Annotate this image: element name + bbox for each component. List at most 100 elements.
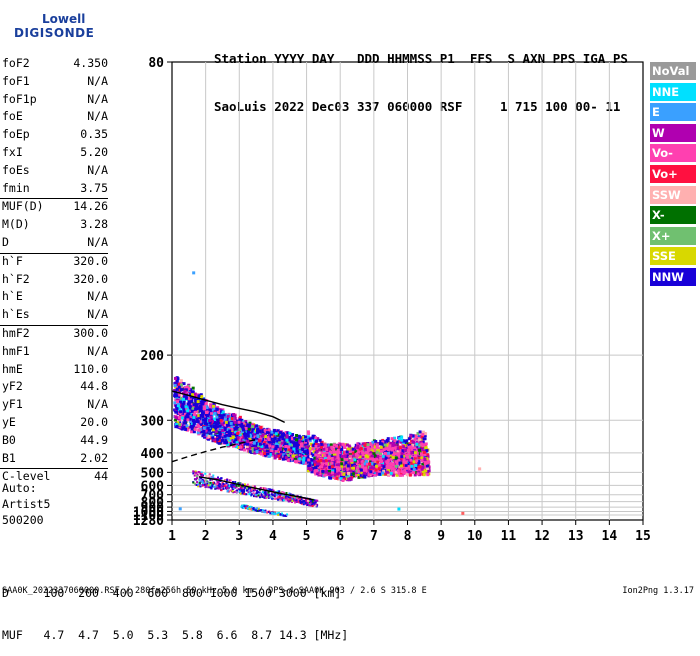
echo-point	[205, 486, 207, 488]
x-tick-label: 12	[534, 529, 550, 544]
echo-point	[304, 446, 307, 449]
echo-point	[352, 448, 355, 451]
echo-point	[211, 485, 213, 487]
echo-point	[391, 437, 394, 440]
echo-point	[264, 435, 267, 438]
echo-point	[175, 425, 178, 428]
echo-point	[255, 424, 258, 427]
echo-point	[236, 490, 238, 492]
echo-point	[257, 435, 260, 438]
echo-point	[193, 413, 196, 416]
echo-point	[210, 425, 213, 428]
echo-point	[253, 492, 255, 494]
echo-point	[255, 494, 257, 496]
echo-point	[197, 429, 200, 432]
echo-point	[226, 487, 228, 489]
echo-point	[194, 393, 197, 396]
echo-point	[217, 481, 219, 483]
echo-point	[222, 411, 225, 414]
echo-point	[254, 485, 256, 487]
echo-point	[227, 490, 229, 492]
echo-point	[185, 424, 188, 427]
echo-point	[374, 440, 377, 443]
echo-point	[225, 441, 228, 444]
echo-point	[174, 384, 177, 387]
echo-point	[215, 430, 218, 433]
echo-point	[246, 505, 248, 507]
echo-point	[274, 512, 276, 514]
echo-point	[238, 428, 241, 431]
echo-point	[312, 505, 314, 507]
echo-point	[203, 427, 206, 430]
echo-point	[252, 485, 254, 487]
echo-point	[240, 423, 243, 426]
echo-point	[234, 481, 236, 483]
echo-point	[215, 416, 218, 419]
echo-point	[192, 387, 195, 390]
x-tick-label: 1	[168, 529, 176, 544]
echo-point	[287, 445, 290, 448]
echo-point	[181, 403, 184, 406]
echo-point	[272, 513, 274, 515]
echo-point	[328, 476, 331, 479]
echo-point	[276, 512, 278, 514]
echo-point	[266, 449, 269, 452]
echo-point	[246, 423, 249, 426]
echo-point	[251, 489, 253, 491]
echo-point	[295, 438, 298, 441]
echo-point	[222, 483, 224, 485]
echo-point	[248, 428, 251, 431]
x-tick-label: 3	[235, 529, 243, 544]
echo-point	[294, 502, 296, 504]
echo-point	[421, 433, 424, 436]
echo-point	[199, 479, 201, 481]
echo-point	[232, 413, 235, 416]
echo-point	[291, 433, 294, 436]
echo-point	[226, 484, 228, 486]
echo-point	[182, 398, 185, 401]
echo-point	[265, 445, 268, 448]
echo-point	[184, 420, 187, 423]
echo-point	[208, 484, 210, 486]
echo-point	[227, 437, 230, 440]
echo-point	[204, 473, 206, 475]
echo-point	[289, 498, 291, 500]
echo-point	[292, 447, 295, 450]
echo-point	[176, 380, 179, 383]
echo-point	[182, 409, 185, 412]
echo-point	[245, 493, 247, 495]
echo-point	[239, 446, 242, 449]
echo-point	[232, 435, 235, 438]
echo-point	[258, 439, 261, 442]
echo-point	[245, 507, 247, 509]
echo-point	[282, 458, 285, 461]
echo-point	[194, 475, 196, 477]
echo-point	[296, 449, 299, 452]
echo-point	[218, 425, 221, 428]
echo-point	[279, 448, 282, 451]
echo-point	[256, 507, 258, 509]
echo-point	[186, 409, 189, 412]
echo-point	[178, 423, 181, 426]
echo-point	[220, 486, 222, 488]
echo-point	[175, 394, 178, 397]
echo-point	[198, 471, 200, 473]
echo-point	[220, 419, 223, 422]
echo-point	[292, 441, 295, 444]
echo-point	[414, 438, 417, 441]
echo-point	[197, 431, 200, 434]
echo-point	[194, 408, 197, 411]
echo-point	[256, 431, 259, 434]
echo-point	[206, 414, 209, 417]
echo-point	[248, 508, 250, 510]
echo-point	[274, 495, 276, 497]
echo-point	[244, 487, 246, 489]
echo-point	[228, 434, 231, 437]
echo-point	[282, 433, 285, 436]
echo-point	[212, 476, 214, 478]
muf-row: MUF 4.7 4.7 5.0 5.3 5.8 6.6 8.7 14.3 [MH…	[2, 628, 348, 642]
echo-point	[176, 388, 179, 391]
echo-point	[253, 442, 256, 445]
echo-point	[187, 387, 190, 390]
